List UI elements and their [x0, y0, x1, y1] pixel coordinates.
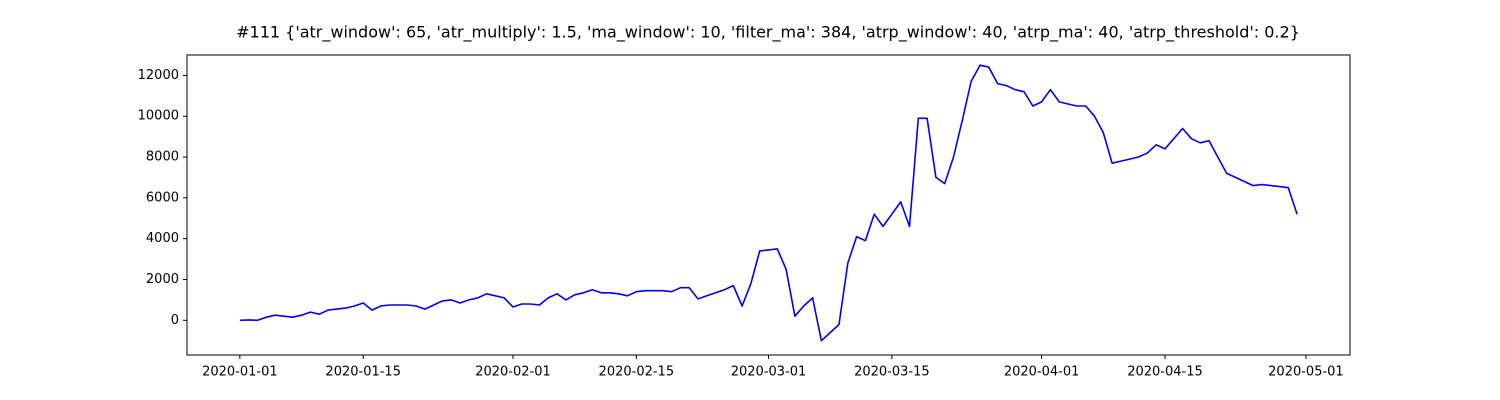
- y-tick-label: 0: [171, 313, 179, 328]
- x-tick-label: 2020-02-15: [599, 365, 675, 380]
- y-tick-label: 10000: [138, 109, 179, 124]
- x-tick-label: 2020-02-01: [475, 365, 551, 380]
- x-tick-label: 2020-04-15: [1127, 365, 1203, 380]
- x-tick-label: 2020-01-15: [325, 365, 401, 380]
- x-tick-label: 2020-01-01: [202, 365, 278, 380]
- equity-line: [239, 64, 1298, 342]
- x-tick-label: 2020-03-15: [854, 365, 930, 380]
- chart-title: #111 {'atr_window': 65, 'atr_multiply': …: [236, 23, 1300, 43]
- y-tick-label: 12000: [138, 68, 179, 83]
- y-tick-label: 4000: [146, 231, 179, 246]
- x-tick-label: 2020-04-01: [1004, 365, 1080, 380]
- y-tick-label: 2000: [146, 272, 179, 287]
- y-tick-label: 6000: [146, 190, 179, 205]
- x-tick-label: 2020-05-01: [1268, 365, 1344, 380]
- x-tick-label: 2020-03-01: [731, 365, 807, 380]
- y-tick-label: 8000: [146, 150, 179, 165]
- plot-frame: [186, 54, 1351, 356]
